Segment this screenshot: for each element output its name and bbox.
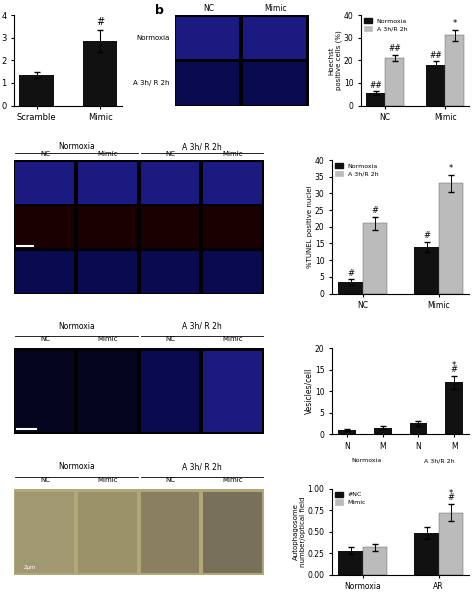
Text: A 3h/R 2h: A 3h/R 2h (424, 458, 455, 463)
Text: Mimic: Mimic (223, 477, 243, 483)
Text: Normoxia: Normoxia (58, 462, 95, 471)
Text: NC: NC (40, 151, 51, 157)
Bar (203, 206, 262, 248)
Bar (16, 206, 74, 248)
Y-axis label: Autophagosome
number/optical field: Autophagosome number/optical field (293, 497, 306, 567)
Text: ##: ## (369, 80, 382, 90)
Bar (445, 382, 463, 434)
Bar (414, 247, 439, 293)
Text: Mimic: Mimic (98, 477, 118, 483)
Bar (439, 512, 463, 575)
Bar (82, 41, 118, 105)
Bar (385, 58, 404, 105)
Text: #: # (451, 365, 457, 374)
Bar (140, 492, 199, 573)
Text: Normoxia: Normoxia (58, 322, 95, 331)
Text: Normoxia: Normoxia (58, 142, 95, 151)
Text: NC: NC (40, 336, 51, 342)
Bar (16, 352, 74, 433)
Bar (78, 352, 137, 433)
Text: A 3h/ R 2h: A 3h/ R 2h (182, 462, 222, 471)
Text: NC: NC (165, 477, 175, 483)
Text: Mimic: Mimic (264, 4, 286, 13)
Text: Normoxia: Normoxia (351, 458, 382, 463)
Text: Mimic: Mimic (98, 151, 118, 157)
Text: Mimic: Mimic (223, 151, 243, 157)
Y-axis label: Vesicles/cell: Vesicles/cell (304, 368, 313, 414)
Bar (203, 251, 262, 293)
Bar (243, 62, 306, 105)
Text: #: # (96, 17, 104, 27)
Bar (366, 93, 385, 105)
Text: A 3h/ R 2h: A 3h/ R 2h (182, 142, 222, 151)
Bar (338, 282, 363, 293)
Legend: Normoxia, A 3h/R 2h: Normoxia, A 3h/R 2h (364, 18, 407, 31)
Bar (338, 551, 363, 575)
Bar (410, 424, 428, 434)
Text: ##: ## (388, 44, 401, 53)
Bar (16, 492, 74, 573)
Bar (203, 352, 262, 433)
Text: *: * (449, 165, 453, 174)
Bar (414, 534, 439, 575)
Bar (176, 62, 239, 105)
Bar (19, 75, 54, 105)
Text: A 3h/ R 2h: A 3h/ R 2h (182, 322, 222, 331)
Y-axis label: Hoechst
positive cells (%): Hoechst positive cells (%) (329, 30, 342, 90)
Text: Mimic: Mimic (98, 336, 118, 342)
Text: 2μm: 2μm (24, 566, 36, 571)
Text: #: # (347, 269, 354, 278)
Bar (243, 17, 306, 59)
Bar (176, 17, 239, 59)
Text: ##: ## (429, 51, 442, 60)
Text: b: b (155, 4, 164, 18)
Text: NC: NC (165, 336, 175, 342)
Text: A 3h/ R 2h: A 3h/ R 2h (133, 80, 170, 86)
Text: #: # (423, 231, 430, 240)
Bar (78, 206, 137, 248)
Text: NC: NC (40, 477, 51, 483)
Bar (426, 65, 445, 105)
Bar (140, 251, 199, 293)
Bar (439, 183, 463, 293)
Bar (338, 430, 356, 434)
Bar (16, 251, 74, 293)
Legend: #NC, Mimic: #NC, Mimic (335, 492, 366, 505)
Text: NC: NC (165, 151, 175, 157)
Text: *: * (453, 19, 457, 28)
Bar (445, 36, 465, 105)
Text: Mimic: Mimic (223, 336, 243, 342)
Bar (78, 251, 137, 293)
Bar (363, 223, 387, 293)
Bar (78, 492, 137, 573)
Text: #: # (447, 494, 455, 502)
Text: *: * (449, 489, 453, 498)
Bar (140, 206, 199, 248)
Bar (374, 428, 392, 434)
Bar (363, 547, 387, 575)
Bar (140, 352, 199, 433)
Bar (16, 162, 74, 204)
Y-axis label: %TUNEL positive nuclei: %TUNEL positive nuclei (307, 186, 313, 268)
Text: Normoxia: Normoxia (136, 34, 170, 41)
Legend: Normoxia, A 3h/R 2h: Normoxia, A 3h/R 2h (335, 163, 378, 177)
Text: #: # (371, 206, 378, 215)
Bar (203, 162, 262, 204)
Bar (140, 162, 199, 204)
Bar (78, 162, 137, 204)
Text: *: * (452, 361, 456, 370)
Bar (203, 492, 262, 573)
Text: NC: NC (203, 4, 214, 13)
